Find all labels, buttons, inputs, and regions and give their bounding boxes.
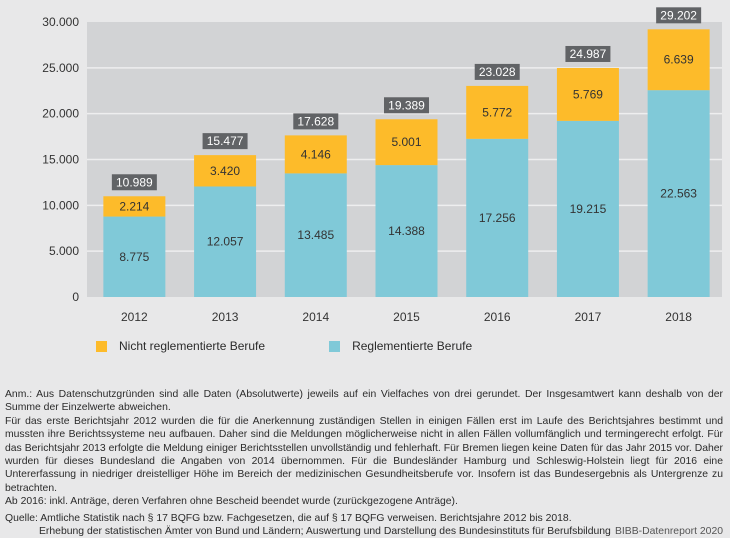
note-para1: Für das erste Berichtsjahr 2012 wurden d… (5, 415, 723, 494)
x-tick-label: 2017 (575, 310, 602, 324)
legend-label: Reglementierte Berufe (352, 339, 473, 353)
bar-label-nicht-reglementiert: 3.420 (210, 164, 240, 178)
legend-item-nicht-reglementiert: Nicht reglementierte Berufe (96, 339, 265, 353)
total-label: 24.987 (570, 47, 607, 61)
bar-reglementiert (466, 138, 529, 297)
stacked-bar-chart: 0 5.000 10.000 15.000 20.000 25.000 30.000 8.7… (42, 7, 722, 324)
bar-nicht-reglementiert (284, 135, 347, 174)
y-tick-label: 25.000 (42, 61, 79, 75)
footnotes: Anm.: Aus Datenschutzgründen sind alle D… (5, 388, 723, 538)
bar-label-reglementiert: 13.485 (297, 228, 334, 242)
x-tick-label: 2015 (393, 310, 420, 324)
y-tick-label: 0 (72, 290, 79, 304)
bar-label-nicht-reglementiert: 4.146 (301, 147, 331, 161)
source-detail: Erhebung der statistischen Ämter von Bun… (39, 526, 611, 538)
total-badge (384, 97, 429, 114)
bar-label-reglementiert: 17.256 (479, 211, 516, 225)
y-tick-label: 30.000 (42, 15, 79, 29)
bar-nicht-reglementiert (375, 119, 438, 166)
bar-reglementiert (103, 216, 166, 297)
bar-reglementiert (647, 90, 710, 297)
bar-label-nicht-reglementiert: 5.772 (482, 105, 512, 119)
total-label: 29.202 (660, 8, 697, 22)
legend-swatch-reglementiert (329, 340, 341, 352)
x-tick-label: 2014 (302, 310, 329, 324)
bar-label-reglementiert: 8.775 (119, 250, 149, 264)
total-badge (565, 45, 611, 62)
source-line-1: Quelle: Amtliche Statistik nach § 17 BQF… (5, 512, 572, 524)
bar-label-nicht-reglementiert: 5.769 (573, 87, 603, 101)
total-badge (111, 174, 157, 191)
bar-label-reglementiert: 12.057 (207, 235, 244, 249)
total-label: 10.989 (116, 175, 153, 189)
legend: Nicht reglementierte Berufe Reglementier… (96, 339, 536, 353)
y-tick-label: 15.000 (42, 153, 79, 167)
bar-reglementiert (284, 173, 347, 297)
bar-label-reglementiert: 22.563 (660, 187, 697, 201)
legend-item-reglementiert: Reglementierte Berufe (329, 339, 472, 353)
bars: 8.775 2.214 10.989 12.057 3.420 15.477 13.485 4… (103, 7, 710, 297)
report-label: BIBB-Datenreport 2020 (614, 526, 723, 538)
note-anm: Anm.: Aus Datenschutzgründen sind alle D… (5, 389, 723, 414)
bar-nicht-reglementiert (647, 29, 710, 91)
bar-label-reglementiert: 19.215 (570, 202, 607, 216)
total-label: 17.628 (297, 114, 334, 128)
x-tick-label: 2016 (484, 310, 511, 324)
bar-reglementiert (556, 120, 619, 297)
total-badge (293, 113, 339, 130)
source-line-2: Erhebung der statistischen Ämter von Bun… (5, 525, 723, 538)
y-tick-label: 5.000 (49, 244, 79, 258)
bar-label-nicht-reglementiert: 5.001 (391, 135, 421, 149)
bar-label-nicht-reglementiert: 6.639 (664, 53, 694, 67)
bar-nicht-reglementiert (103, 196, 166, 217)
y-tick-label: 20.000 (42, 107, 79, 121)
legend-swatch-nicht-reglementiert (96, 340, 107, 352)
total-label: 23.028 (479, 65, 516, 79)
bar-nicht-reglementiert (466, 85, 529, 139)
bar-nicht-reglementiert (194, 155, 257, 187)
bar-label-reglementiert: 14.388 (388, 224, 425, 238)
note-para2: Ab 2016: inkl. Anträge, deren Verfahren … (5, 496, 458, 508)
bar-nicht-reglementiert (556, 67, 619, 121)
total-badge (656, 7, 702, 24)
bar-label-nicht-reglementiert: 2.214 (119, 199, 149, 213)
bar-reglementiert (375, 165, 438, 297)
y-tick-label: 10.000 (42, 198, 79, 212)
bar-reglementiert (194, 186, 257, 297)
x-tick-label: 2018 (665, 310, 692, 324)
x-tick-label: 2012 (121, 310, 148, 324)
total-badge (202, 133, 248, 150)
x-axis: 2012 2013 2014 2015 2016 2017 2018 (121, 310, 692, 324)
total-badge (474, 63, 520, 80)
y-axis: 0 5.000 10.000 15.000 20.000 25.000 30.000 (42, 15, 79, 304)
total-label: 15.477 (207, 134, 244, 148)
legend-label: Nicht reglementierte Berufe (119, 339, 266, 353)
x-tick-label: 2013 (212, 310, 239, 324)
total-label: 19.389 (388, 98, 425, 112)
